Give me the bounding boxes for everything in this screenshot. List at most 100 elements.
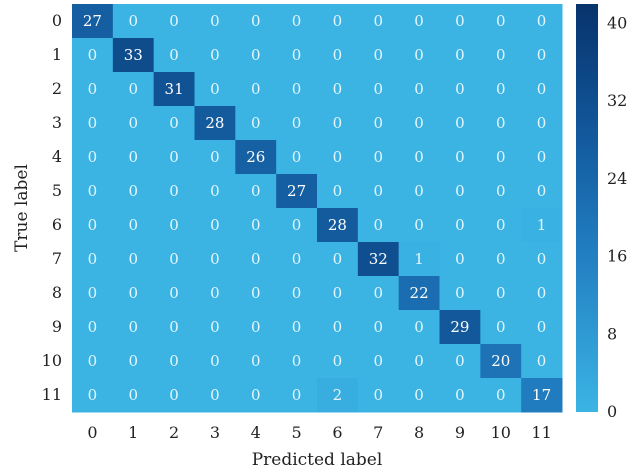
cell-value-label: 0 [210, 216, 220, 234]
heatmap-cell [235, 140, 277, 175]
heatmap-cell [153, 106, 195, 141]
heatmap-cell [398, 276, 440, 311]
cell-value-label: 0 [210, 352, 220, 370]
cell-value-label: 0 [210, 318, 220, 336]
cell-value-label: 0 [537, 284, 547, 302]
heatmap-cell [398, 310, 440, 345]
heatmap-cell [72, 344, 114, 379]
heatmap-cell [439, 38, 481, 73]
heatmap-cell [521, 4, 563, 39]
cell-value-label: 0 [128, 284, 138, 302]
heatmap-cell [235, 4, 277, 39]
cell-value-label: 0 [210, 182, 220, 200]
cell-value-label: 29 [450, 318, 469, 336]
colorbar-tick-label: 8 [607, 324, 617, 343]
heatmap-cell [112, 310, 155, 345]
cell-value-label: 0 [373, 284, 383, 302]
heatmap-cell [317, 378, 359, 413]
cell-value-label: 0 [88, 80, 98, 98]
heatmap-cell [72, 174, 114, 209]
heatmap-cell [398, 106, 440, 141]
cell-value-label: 0 [292, 250, 302, 268]
cell-value-label: 0 [251, 12, 261, 30]
cell-value-label: 0 [169, 148, 179, 166]
y-tick-label: 7 [52, 249, 62, 268]
cell-value-label: 0 [496, 46, 506, 64]
cell-value-label: 0 [496, 148, 506, 166]
cell-value-label: 0 [128, 148, 138, 166]
heatmap-cell [317, 310, 359, 345]
cell-value-label: 0 [292, 12, 302, 30]
y-tick-label: 6 [52, 215, 62, 234]
colorbar-tick-label: 0 [607, 402, 617, 421]
cell-value-label: 0 [373, 148, 383, 166]
cell-value-label: 0 [496, 80, 506, 98]
cell-value-label: 0 [496, 284, 506, 302]
heatmap-cell [317, 4, 359, 39]
cell-value-label: 0 [455, 182, 465, 200]
heatmap-cell [194, 242, 236, 277]
cell-value-label: 0 [414, 386, 424, 404]
heatmap-cell [153, 38, 195, 73]
heatmap-cell [235, 378, 277, 413]
cell-value-label: 0 [414, 80, 424, 98]
cell-value-label: 0 [373, 46, 383, 64]
heatmap-cell [398, 4, 440, 39]
cell-value-label: 0 [210, 284, 220, 302]
cell-value-label: 0 [128, 12, 138, 30]
y-tick-label: 5 [52, 181, 62, 200]
cell-value-label: 0 [128, 352, 138, 370]
heatmap-cell [194, 344, 236, 379]
heatmap-cell [480, 276, 522, 311]
heatmap-cell [357, 310, 400, 345]
cell-value-label: 31 [165, 80, 184, 98]
y-tick-label: 10 [42, 351, 62, 370]
heatmap-cell [398, 208, 440, 243]
heatmap-cell [521, 174, 563, 209]
colorbar-tick-label: 24 [607, 169, 627, 188]
cell-value-label: 0 [333, 46, 343, 64]
cell-value-label: 0 [251, 80, 261, 98]
heatmap-cells [72, 4, 563, 413]
y-tick-label: 2 [52, 79, 62, 98]
cell-value-label: 0 [333, 284, 343, 302]
cell-value-label: 0 [88, 352, 98, 370]
heatmap-cell [194, 38, 236, 73]
colorbar-tick-label: 16 [607, 247, 627, 266]
heatmap-cell [72, 140, 114, 175]
heatmap-cell [317, 208, 359, 243]
heatmap-cell [276, 242, 318, 277]
cell-value-label: 0 [128, 318, 138, 336]
heatmap-cell [317, 242, 359, 277]
heatmap-cell [439, 140, 481, 175]
y-tick-label: 9 [52, 317, 62, 336]
cell-value-label: 0 [333, 114, 343, 132]
cell-value-label: 0 [169, 250, 179, 268]
colorbar-gradient [576, 4, 598, 412]
heatmap-cell [276, 174, 318, 209]
heatmap-cell [357, 174, 400, 209]
cell-value-label: 17 [532, 386, 551, 404]
heatmap-cell [72, 4, 114, 39]
cell-value-label: 1 [537, 216, 547, 234]
cell-value-label: 0 [414, 12, 424, 30]
cell-value-label: 0 [251, 386, 261, 404]
colorbar: 0 8 16 24 32 40 [576, 4, 627, 421]
cell-value-label: 0 [169, 386, 179, 404]
heatmap-cell [480, 4, 522, 39]
heatmap-cell [194, 378, 236, 413]
cell-value-label: 0 [537, 318, 547, 336]
cell-value-label: 0 [210, 250, 220, 268]
cell-value-label: 0 [210, 386, 220, 404]
heatmap-cell [112, 38, 155, 73]
cell-value-label: 0 [251, 216, 261, 234]
heatmap-cell [235, 208, 277, 243]
cell-value-label: 0 [496, 318, 506, 336]
cell-value-label: 0 [333, 12, 343, 30]
heatmap-cell [153, 310, 195, 345]
heatmap-cell [398, 174, 440, 209]
heatmap-cell [153, 140, 195, 175]
cell-value-label: 0 [128, 386, 138, 404]
heatmap-cell [72, 38, 114, 73]
heatmap-cell [72, 310, 114, 345]
